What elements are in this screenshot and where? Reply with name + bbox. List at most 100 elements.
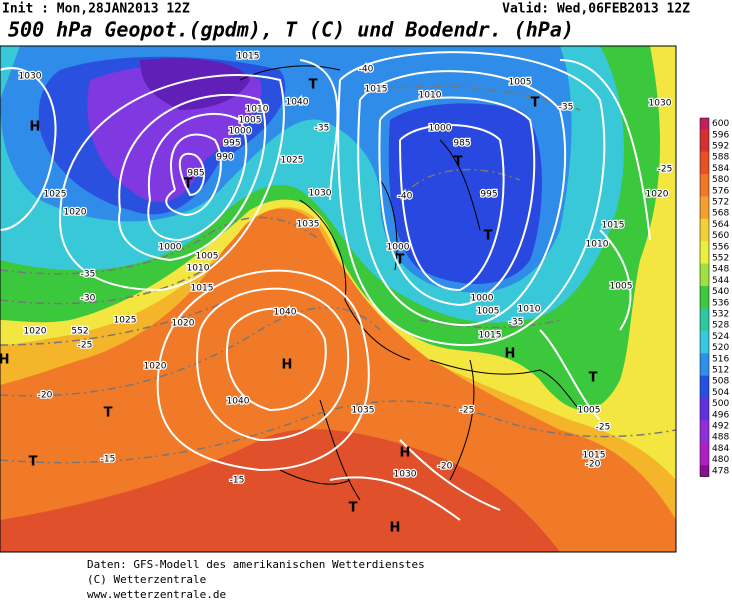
contour-label: -30 <box>81 294 96 304</box>
colorbar-label: 592 <box>712 142 729 152</box>
contour-label: 1020 <box>24 327 47 337</box>
contour-label: 1040 <box>286 98 309 108</box>
contour-label: 1015 <box>365 85 388 95</box>
colorbar-swatch <box>700 140 709 153</box>
pressure-center: T <box>309 78 318 93</box>
contour-label: 1020 <box>144 362 167 372</box>
contour-label: -25 <box>658 165 673 175</box>
colorbar-swatch <box>700 196 709 209</box>
colorbar-label: 536 <box>712 298 729 308</box>
contour-label: 1005 <box>509 78 532 88</box>
contour-label: 1035 <box>297 220 320 230</box>
colorbar-swatch <box>700 308 709 321</box>
pressure-center: T <box>104 406 113 421</box>
colorbar-swatch <box>700 263 709 276</box>
colorbar-label: 572 <box>712 198 729 208</box>
colorbar-label: 548 <box>712 265 729 275</box>
colorbar-label: 556 <box>712 242 729 252</box>
colorbar-swatch <box>700 420 709 433</box>
colorbar-label: 584 <box>712 164 729 174</box>
pressure-center: T <box>484 229 493 244</box>
contour-label: 990 <box>216 153 233 163</box>
colorbar-swatch <box>700 218 709 231</box>
contour-label: 995 <box>223 139 240 149</box>
pressure-center: T <box>396 253 405 268</box>
contour-label: -25 <box>596 423 611 433</box>
colorbar-label: 576 <box>712 186 729 196</box>
colorbar-swatch <box>700 364 709 377</box>
pressure-center: H <box>505 347 516 362</box>
contour-label: 1000 <box>229 127 252 137</box>
colorbar-swatch <box>700 353 709 365</box>
contour-label: -35 <box>81 270 96 280</box>
colorbar-label: 564 <box>712 220 729 230</box>
contour-label: 1025 <box>114 316 137 326</box>
colorbar-label: 524 <box>712 332 729 342</box>
colorbar-label: 500 <box>712 399 729 409</box>
colorbar-swatch <box>700 185 709 197</box>
colorbar-swatch <box>700 129 709 141</box>
pressure-center: T <box>349 501 358 516</box>
contour-label: -20 <box>38 391 53 401</box>
pressure-center: T <box>531 96 540 111</box>
footer-line: Daten: GFS-Modell des amerikanischen Wet… <box>87 558 425 571</box>
contour-label: 1000 <box>471 294 494 304</box>
pressure-center: H <box>390 521 401 536</box>
zone-dark-purple <box>140 58 250 110</box>
colorbar-label: 488 <box>712 433 729 443</box>
contour-label: 1030 <box>19 72 42 82</box>
colorbar-swatch <box>700 118 709 130</box>
contour-label: 1035 <box>352 406 375 416</box>
colorbar-swatch <box>700 330 709 343</box>
isobars <box>0 51 651 521</box>
pressure-center: T <box>184 177 193 192</box>
valid-time: Valid: Wed,06FEB2013 12Z <box>502 2 690 17</box>
colorbar-swatch <box>700 174 709 186</box>
colorbar-swatch <box>700 409 709 421</box>
contour-label: -20 <box>586 460 601 470</box>
contour-label: 985 <box>453 139 470 149</box>
colorbar-swatch <box>700 286 709 298</box>
colorbar-label: 512 <box>712 366 729 376</box>
colorbar-label: 596 <box>712 130 729 140</box>
colorbar-label: 478 <box>712 466 729 476</box>
colorbar-label: 504 <box>712 388 729 398</box>
contour-label: -35 <box>315 124 330 134</box>
coastline <box>239 65 581 501</box>
contour-label: -35 <box>559 103 574 113</box>
colorbar-swatch <box>700 230 709 242</box>
colorbar-label: 600 <box>712 119 729 129</box>
pressure-center: T <box>454 155 463 170</box>
colorbar-label: 544 <box>712 276 729 286</box>
colorbar-label: 540 <box>712 287 729 297</box>
contour-label: 1005 <box>239 116 262 126</box>
footer-line: www.wetterzentrale.de <box>87 588 226 600</box>
footer-line: (C) Wetterzentrale <box>87 573 206 586</box>
pressure-center: T <box>589 371 598 386</box>
contour-label: 1015 <box>237 52 260 62</box>
colorbar-swatch <box>700 375 709 388</box>
pressure-center: H <box>0 353 9 368</box>
init-time: Init : Mon,28JAN2013 12Z <box>2 2 190 17</box>
contour-label: 1030 <box>309 189 332 199</box>
colorbar-label: 496 <box>712 410 729 420</box>
contour-label: 1010 <box>187 264 210 274</box>
contour-label: 995 <box>480 190 497 200</box>
contour-label: -25 <box>78 341 93 351</box>
colorbar-swatch <box>700 319 709 332</box>
colorbar-swatch <box>700 241 709 253</box>
colorbar-label: 520 <box>712 343 729 353</box>
map-title: 500 hPa Geopot.(gpdm), T (C) und Bodendr… <box>8 18 574 42</box>
contour-label: 1010 <box>246 105 269 115</box>
contour-label: 1040 <box>227 397 250 407</box>
colorbar-label: 516 <box>712 354 729 364</box>
colorbar-label: 568 <box>712 209 729 219</box>
colorbar-label: 560 <box>712 231 729 241</box>
pressure-center: H <box>282 358 293 373</box>
contour-label: -40 <box>398 192 413 202</box>
contour-label: 1010 <box>518 305 541 315</box>
colorbar-swatch <box>700 252 709 265</box>
pressure-center: H <box>30 120 41 135</box>
contour-label: 1030 <box>394 470 417 480</box>
